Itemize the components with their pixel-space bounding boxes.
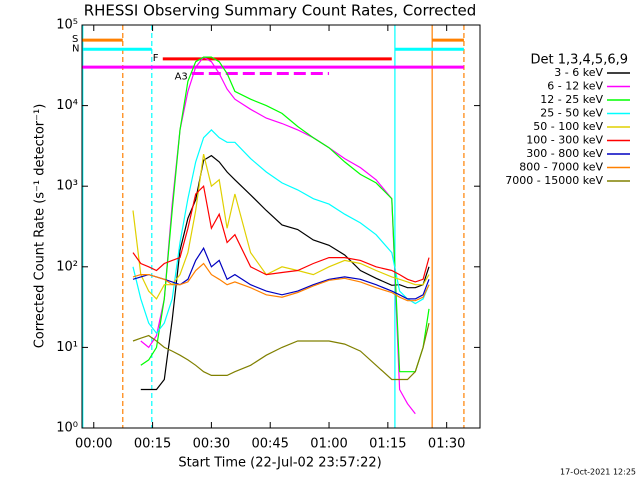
y-tick-label: 10⁵ [56,18,78,33]
chart-title: RHESSI Observing Summary Count Rates, Co… [84,2,477,20]
plot-area [82,25,465,428]
flag-label: N [72,43,79,54]
footer: 17-Oct-2021 12:25 [560,468,636,477]
series-line [140,56,416,415]
y-tick-label: 10² [56,259,78,274]
x-tick-label: 01:15 [369,437,406,452]
series-line [140,56,430,373]
legend-title: Det 1,3,4,5,6,9 [530,53,628,68]
plot-frame [81,24,481,429]
legend-label: 25 - 50 keV [540,107,603,120]
legend-label: 6 - 12 keV [547,80,603,93]
flag-label: A3 [175,72,188,83]
series-line [132,129,430,335]
y-tick-label: 10³ [56,179,78,194]
x-tick-label: 01:00 [310,437,347,452]
legend-label: 7000 - 15000 keV [505,174,603,187]
x-tick-label: 00:15 [134,437,171,452]
legend-label: 50 - 100 keV [533,120,603,133]
y-tick-label: 10⁴ [56,98,78,113]
legend-label: 300 - 800 keV [526,147,603,160]
x-tick-label: 01:30 [428,437,465,452]
x-axis-label: Start Time (22-Jul-02 23:57:22) [178,456,381,471]
legend-label: 800 - 7000 keV [519,161,603,174]
y-axis-label: Corrected Count Rate (s⁻¹ detector⁻¹) [33,104,48,349]
series-line [132,246,430,300]
legend-label: 12 - 25 keV [540,93,603,106]
x-tick-label: 00:00 [75,437,112,452]
flag-label: S [72,34,78,45]
series-line [132,153,430,300]
series-line [132,262,430,302]
y-tick-label: 10¹ [56,340,78,355]
x-tick-label: 00:45 [251,437,288,452]
legend-label: 3 - 6 keV [554,66,603,79]
x-tick-label: 00:30 [193,437,230,452]
y-tick-label: 10⁰ [56,421,78,436]
series-line [132,322,430,381]
legend-label: 100 - 300 keV [526,134,603,147]
series-line [132,184,430,283]
flag-label: F [153,53,159,64]
